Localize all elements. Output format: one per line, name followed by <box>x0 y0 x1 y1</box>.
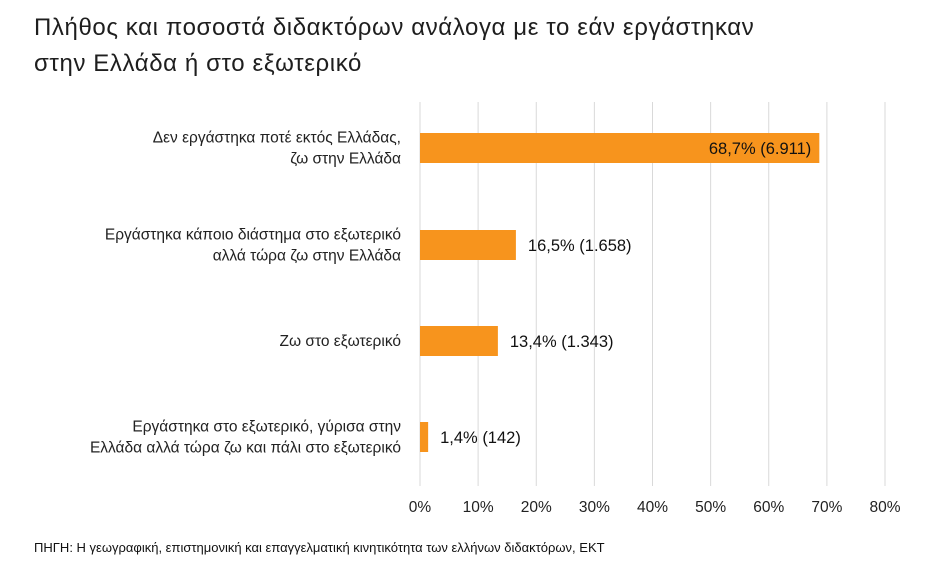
category-label: Δεν εργάστηκα ποτέ εκτός Ελλάδας, ζω στην… <box>153 130 401 168</box>
category-label-line: Ελλάδα αλλά τώρα ζω και πάλι στο εξωτερι… <box>90 440 401 457</box>
category-label: Εργάστηκα στο εξωτερικό, γύρισα στην Ελλά… <box>90 419 401 457</box>
data-label: 13,4% (1.343) <box>510 333 614 351</box>
x-tick-label: 0% <box>409 499 432 516</box>
bar <box>420 133 820 163</box>
category-label-line: Εργάστηκα στο εξωτερικό, γύρισα στην <box>132 419 401 436</box>
x-tick-label: 10% <box>463 499 494 516</box>
bar <box>420 230 516 260</box>
chart-title: Πλήθος και ποσοστά διδακτόρων ανάλογα με… <box>34 10 914 82</box>
x-tick-label: 70% <box>811 499 842 516</box>
bar <box>420 326 498 356</box>
x-tick-label: 40% <box>637 499 668 516</box>
bar <box>420 422 429 452</box>
x-tick-label: 20% <box>521 499 552 516</box>
x-tick-label: 30% <box>579 499 610 516</box>
data-label: 68,7% (6.911) <box>709 140 811 158</box>
category-label: Εργάστηκα κάποιο διάστημα στο εξωτερικό α… <box>105 227 401 265</box>
category-label-line: Εργάστηκα κάποιο διάστημα στο εξωτερικό <box>105 227 401 244</box>
data-label: 1,4% (142) <box>440 429 521 447</box>
category-label-line: ζω στην Ελλάδα <box>290 151 401 168</box>
chart-title-line-2: στην Ελλάδα ή στο εξωτερικό <box>34 50 362 77</box>
category-label-line: αλλά τώρα ζω στην Ελλάδα <box>213 248 401 265</box>
source-note: ΠΗΓΗ: Η γεωγραφική, επιστημονική και επα… <box>34 540 605 555</box>
category-label-line: Ζω στο εξωτερικό <box>280 333 401 350</box>
x-tick-label: 50% <box>695 499 726 516</box>
x-tick-label: 60% <box>753 499 784 516</box>
data-label: 16,5% (1.658) <box>528 237 632 255</box>
chart-title-line-1: Πλήθος και ποσοστά διδακτόρων ανάλογα με… <box>34 14 755 41</box>
category-label-line: Δεν εργάστηκα ποτέ εκτός Ελλάδας, <box>153 130 401 147</box>
category-label: Ζω στο εξωτερικό <box>280 333 401 350</box>
x-tick-label: 80% <box>869 499 900 516</box>
